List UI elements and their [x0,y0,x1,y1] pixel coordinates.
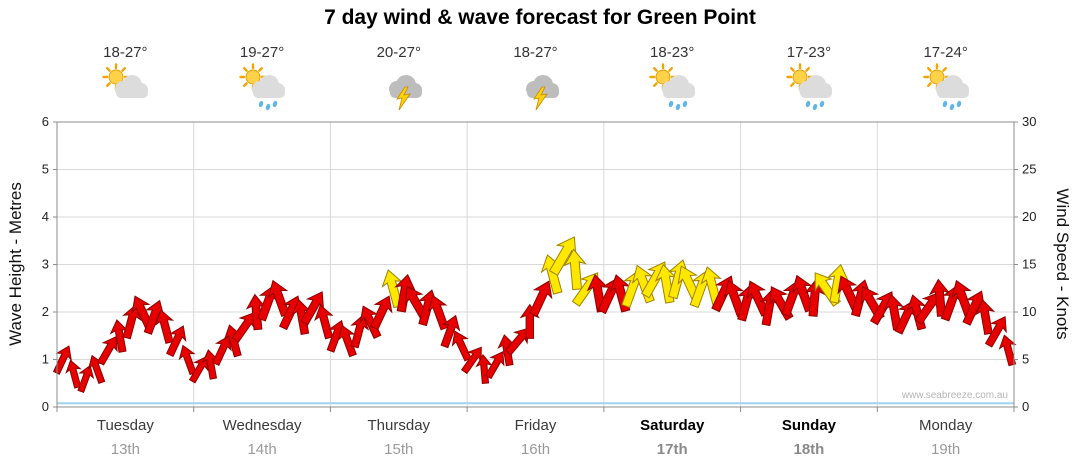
temp-range-label: 18-27° [103,44,148,61]
temp-range-label: 18-27° [513,44,558,61]
wind-arrow [359,305,382,340]
cloud-icon [252,75,286,98]
wind-arrow [65,359,82,389]
day-date-label: 16th [520,441,551,458]
cloud-icon [115,75,149,98]
cloud-icon [388,75,422,98]
raindrops-icon [258,100,278,111]
wind-arrow [484,350,505,380]
wave-axis-tick: 3 [42,257,49,272]
wind-arrow [974,298,996,335]
wind-arrow [350,314,370,349]
cloud-icon [935,75,969,98]
wind-arrow [440,314,461,349]
weather-icon-sun-shower [234,62,290,114]
wind-arrow [166,325,187,358]
day-date-label: 19th [931,441,961,458]
raindrops-icon [805,100,825,111]
sun-icon [239,63,267,91]
wind-arrow [154,309,175,345]
wind-arrows-series [52,236,1017,394]
weather-icon-storm [371,62,427,114]
watermark: www.seabreeze.com.au [901,390,1008,401]
temp-range-label: 17-24° [923,44,968,61]
sun-icon [649,63,677,91]
wind-arrow [77,364,95,394]
cloud-icon [798,75,832,98]
wind-arrow [52,345,72,375]
raindrops-icon [668,100,688,111]
wind-arrow [504,327,530,356]
wind-arrow [188,355,209,384]
day-name-label: Sunday [781,417,837,434]
wind-arrow [998,334,1017,367]
wind-arrow [337,324,357,358]
wind-arrow [451,330,472,362]
page-title: 7 day wind & wave forecast for Green Poi… [324,6,756,29]
wind-arrow [122,304,142,340]
weather-icon-sun-shower [918,62,974,114]
gridlines [57,122,1014,407]
wave-axis-tick: 0 [42,399,49,414]
wind-axis-tick: 20 [1022,209,1036,224]
weather-icon-storm [508,62,564,114]
wind-speed-axis-label: Wind Speed - Knots [1053,188,1072,340]
wind-axis-tick: 25 [1022,162,1036,177]
wind-axis-tick: 15 [1022,257,1036,272]
day-name-label: Tuesday [96,417,154,434]
wave-axis-tick: 2 [42,304,49,319]
weather-icon-partly-cloudy [97,62,153,114]
wind-arrow [804,278,826,317]
weather-icon-sun-shower [781,62,837,114]
wind-axis-tick: 30 [1022,114,1036,129]
axis-tick-labels: 0 1 2 3 4 5 6 0 5 10 15 20 25 30 [42,114,1037,414]
day-name-label: Wednesday [222,417,302,434]
temp-range-label: 20-27° [376,44,421,61]
wind-arrow [211,335,232,366]
wind-axis-tick: 0 [1022,399,1029,414]
wave-axis-tick: 1 [42,352,49,367]
axis-ticks [53,121,1018,412]
wave-axis-tick: 6 [42,114,49,129]
day-name-label: Thursday [367,417,431,434]
day-name-label: Friday [514,417,557,434]
weather-icon-sun-shower [644,62,700,114]
temp-range-label: 18-23° [650,44,695,61]
wave-height-axis-label: Wave Height - Metres [6,182,25,346]
raindrops-icon [942,100,961,111]
day-name-label: Saturday [640,417,705,434]
lightning-icon [395,86,411,111]
wind-axis-tick: 5 [1022,352,1029,367]
wind-arrow [427,294,449,331]
wind-axis-tick: 10 [1022,304,1036,319]
wind-arrow [97,335,118,366]
wind-arrow [563,248,587,291]
day-date-label: 13th [110,441,140,458]
day-date-label: 14th [247,441,277,458]
day-name-label: Monday [918,417,973,434]
wave-axis-tick: 4 [42,209,49,224]
cloud-icon [662,75,696,98]
day-date-label: 18th [793,441,825,458]
temp-range-label: 17-23° [786,44,832,61]
lightning-icon [532,86,548,111]
day-date-label: 15th [384,441,414,458]
wave-axis-tick: 5 [42,162,49,177]
wind-arrow [529,280,553,317]
temp-range-label: 19-27° [239,44,285,61]
cloud-icon [525,75,559,98]
day-date-label: 17th [656,441,688,458]
wind-arrow [314,304,334,340]
wind-arrow [984,316,1007,348]
wind-arrow [370,295,393,331]
